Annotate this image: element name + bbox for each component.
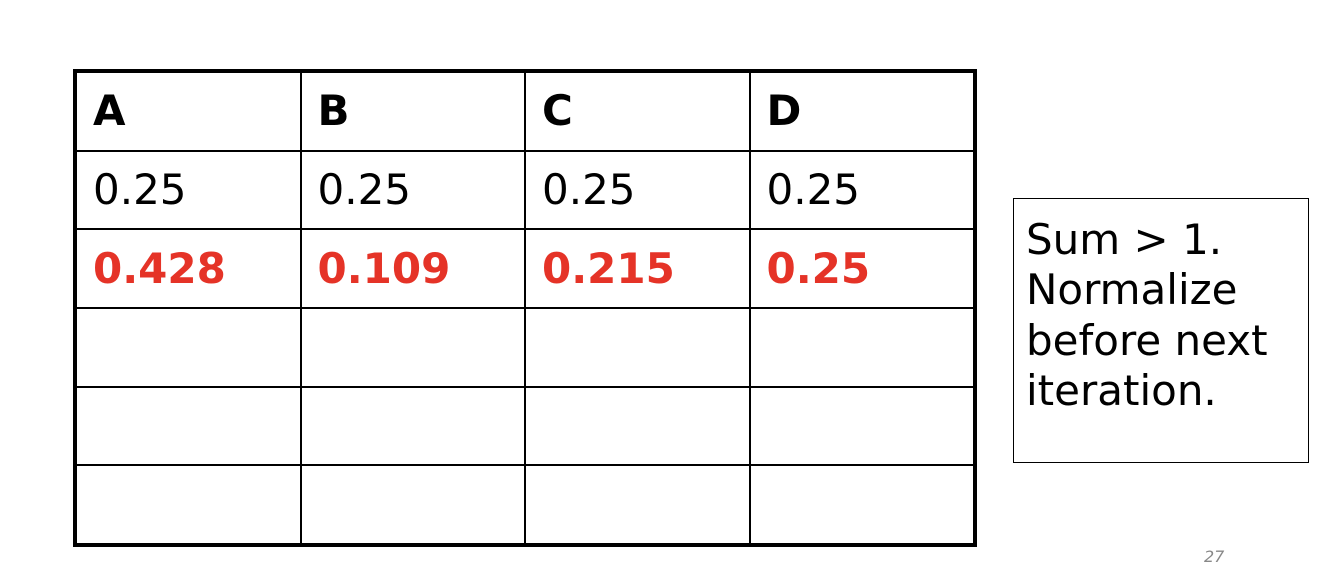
table-row [77,387,974,467]
table-cell [526,466,751,544]
table-row [77,309,973,388]
table-row: 0.25 0.25 0.25 0.25 [77,151,973,231]
table-cell: 0.25 [77,151,302,229]
table-cell [526,387,751,465]
table-cell: 0.25 [526,151,751,229]
table-cell-highlighted: 0.428 [77,230,302,308]
table-cell [77,309,302,386]
header-cell-c: C [526,73,751,150]
note-line: Normalize [1026,265,1238,315]
note-line: iteration. [1026,366,1217,416]
header-cell-b: B [302,73,526,150]
table-cell [77,387,302,465]
table-header-row: A B C D [77,73,973,152]
table-cell [751,388,974,465]
page-number: 27 [1204,547,1225,566]
table-cell [302,387,526,465]
table-cell [751,466,974,543]
table-row [77,466,974,544]
header-cell-d: D [766,86,802,136]
table-cell [302,309,526,386]
table-cell: 0.25 [766,165,861,214]
note-line: Sum > 1. [1026,215,1223,264]
table-cell-highlighted: 0.215 [526,230,751,308]
table-cell [526,309,751,386]
table-cell-highlighted: 0.109 [302,230,526,308]
table-cell-highlighted: 0.25 [766,243,871,293]
rank-table: A B C D 0.25 0.25 0.25 0.25 0.428 0.109 … [73,69,977,547]
table-cell: 0.25 [302,151,526,229]
table-cell [751,309,974,386]
table-cell [77,466,302,544]
table-cell [302,466,526,544]
note-line: before next [1026,315,1268,365]
note-box: Sum > 1. Normalize before next iteration… [1013,198,1309,463]
header-cell-a: A [77,73,302,150]
table-row-highlighted: 0.428 0.109 0.215 0.25 [77,230,973,310]
